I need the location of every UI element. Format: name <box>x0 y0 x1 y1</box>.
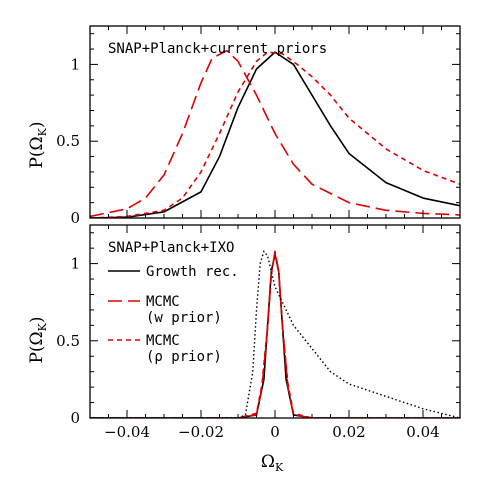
bottom-ytick-label: 0.5 <box>56 332 80 350</box>
bottom-xtick-label: 0 <box>270 423 280 441</box>
top-ytick-label: 0.5 <box>56 132 80 150</box>
bottom-panel-title: SNAP+Planck+IXO <box>108 240 234 256</box>
bottom-panel-ytick-labels: 00.51 <box>56 255 80 427</box>
legend-label-mcmc-rho-1: MCMC <box>146 333 180 349</box>
top-ytick-label: 0 <box>70 209 80 227</box>
top-panel-frame <box>89 25 461 219</box>
legend-item-mcmc-rho: MCMC (ρ prior) <box>108 333 222 365</box>
legend-label-mcmc-rho-2: (ρ prior) <box>146 349 222 365</box>
top-ytick-label: 1 <box>70 55 80 73</box>
top-panel-lines <box>90 49 460 218</box>
legend-item-mcmc-w: MCMC (w prior) <box>108 294 222 326</box>
legend: Growth rec. MCMC (w prior) MCMC (ρ prior… <box>108 264 239 365</box>
bottom-panel: SNAP+Planck+IXO 00.51 −0.04 −0.02 0 0.02 0.0… <box>27 224 461 474</box>
bottom-xtick-label: −0.02 <box>178 423 224 441</box>
top-series-mcmc-w-line <box>90 49 460 218</box>
bottom-panel-frame <box>89 224 461 419</box>
bottom-series-mcmc-rho-line <box>90 251 460 418</box>
bottom-panel-y-axis-label: P(ΩK) <box>27 316 49 363</box>
legend-label-growth: Growth rec. <box>146 264 239 280</box>
bottom-xtick-label: −0.04 <box>104 423 150 441</box>
bottom-xtick-label: 0.02 <box>332 423 365 441</box>
top-panel-ytick-labels: 00.51 <box>56 55 80 227</box>
top-panel: SNAP+Planck+current priors 00.51 P(ΩK) <box>27 25 461 227</box>
bottom-xtick-label: 0.04 <box>406 423 439 441</box>
x-axis-label: ΩK <box>261 452 284 474</box>
bottom-panel-xtick-labels: −0.04 −0.02 0 0.02 0.04 <box>104 423 440 441</box>
legend-label-mcmc-w-2: (w prior) <box>146 310 222 326</box>
legend-label-mcmc-w-1: MCMC <box>146 294 180 310</box>
legend-item-growth: Growth rec. <box>108 264 239 280</box>
bottom-ytick-label: 0 <box>70 409 80 427</box>
bottom-ytick-label: 1 <box>70 255 80 273</box>
top-panel-y-axis-label: P(ΩK) <box>27 121 49 168</box>
top-series-mcmc-rho-line <box>90 51 460 218</box>
top-panel-title: SNAP+Planck+current priors <box>108 41 327 57</box>
